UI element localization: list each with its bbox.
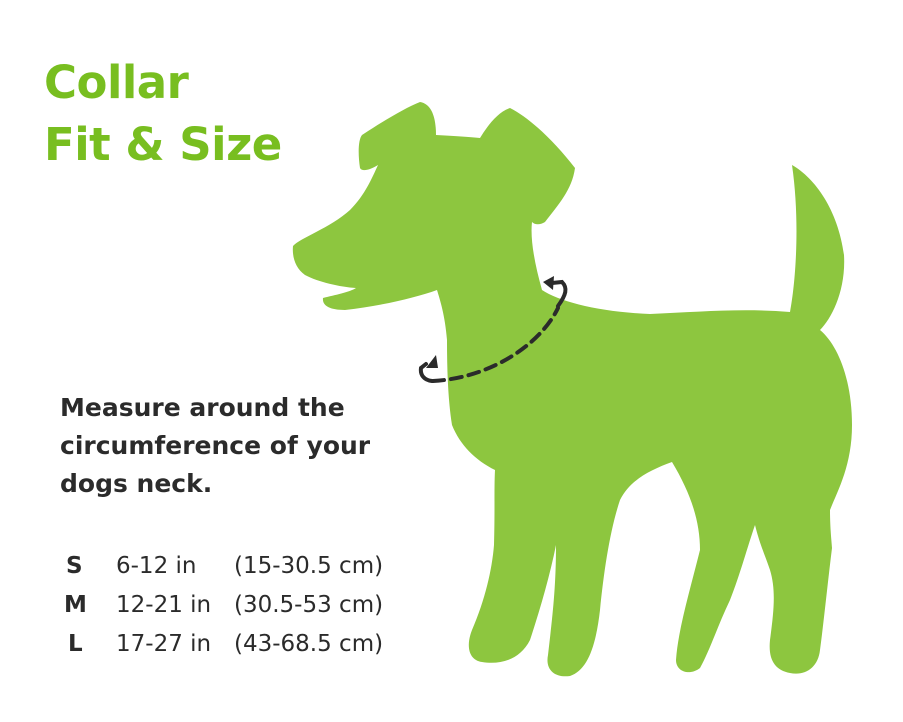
title-line-1: Collar — [44, 56, 189, 109]
size-table: S 6-12 in (15-30.5 cm) M 12-21 in (30.5-… — [60, 546, 383, 663]
size-row-s: S 6-12 in (15-30.5 cm) — [60, 546, 383, 585]
size-cm: (43-68.5 cm) — [234, 630, 384, 657]
size-label: S — [66, 552, 83, 579]
title-line-2: Fit & Size — [44, 118, 282, 171]
size-label: M — [64, 591, 87, 618]
instruction-line: circumference of your — [60, 431, 371, 460]
size-inches: 17-27 in — [116, 630, 212, 657]
size-inches: 6-12 in — [116, 552, 197, 579]
page-title: Collar Fit & Size — [44, 52, 282, 176]
size-row-l: L 17-27 in (43-68.5 cm) — [60, 624, 383, 663]
collar-measure-arrow-icon — [418, 276, 568, 383]
size-cm: (30.5-53 cm) — [234, 591, 384, 618]
dog-body — [292, 102, 852, 677]
measure-instruction: Measure around the circumference of your… — [60, 389, 370, 503]
size-label: L — [68, 630, 83, 657]
size-inches: 12-21 in — [116, 591, 212, 618]
instruction-line: Measure around the — [60, 393, 345, 422]
instruction-line: dogs neck. — [60, 469, 213, 498]
size-row-m: M 12-21 in (30.5-53 cm) — [60, 585, 383, 624]
size-cm: (15-30.5 cm) — [234, 552, 384, 579]
